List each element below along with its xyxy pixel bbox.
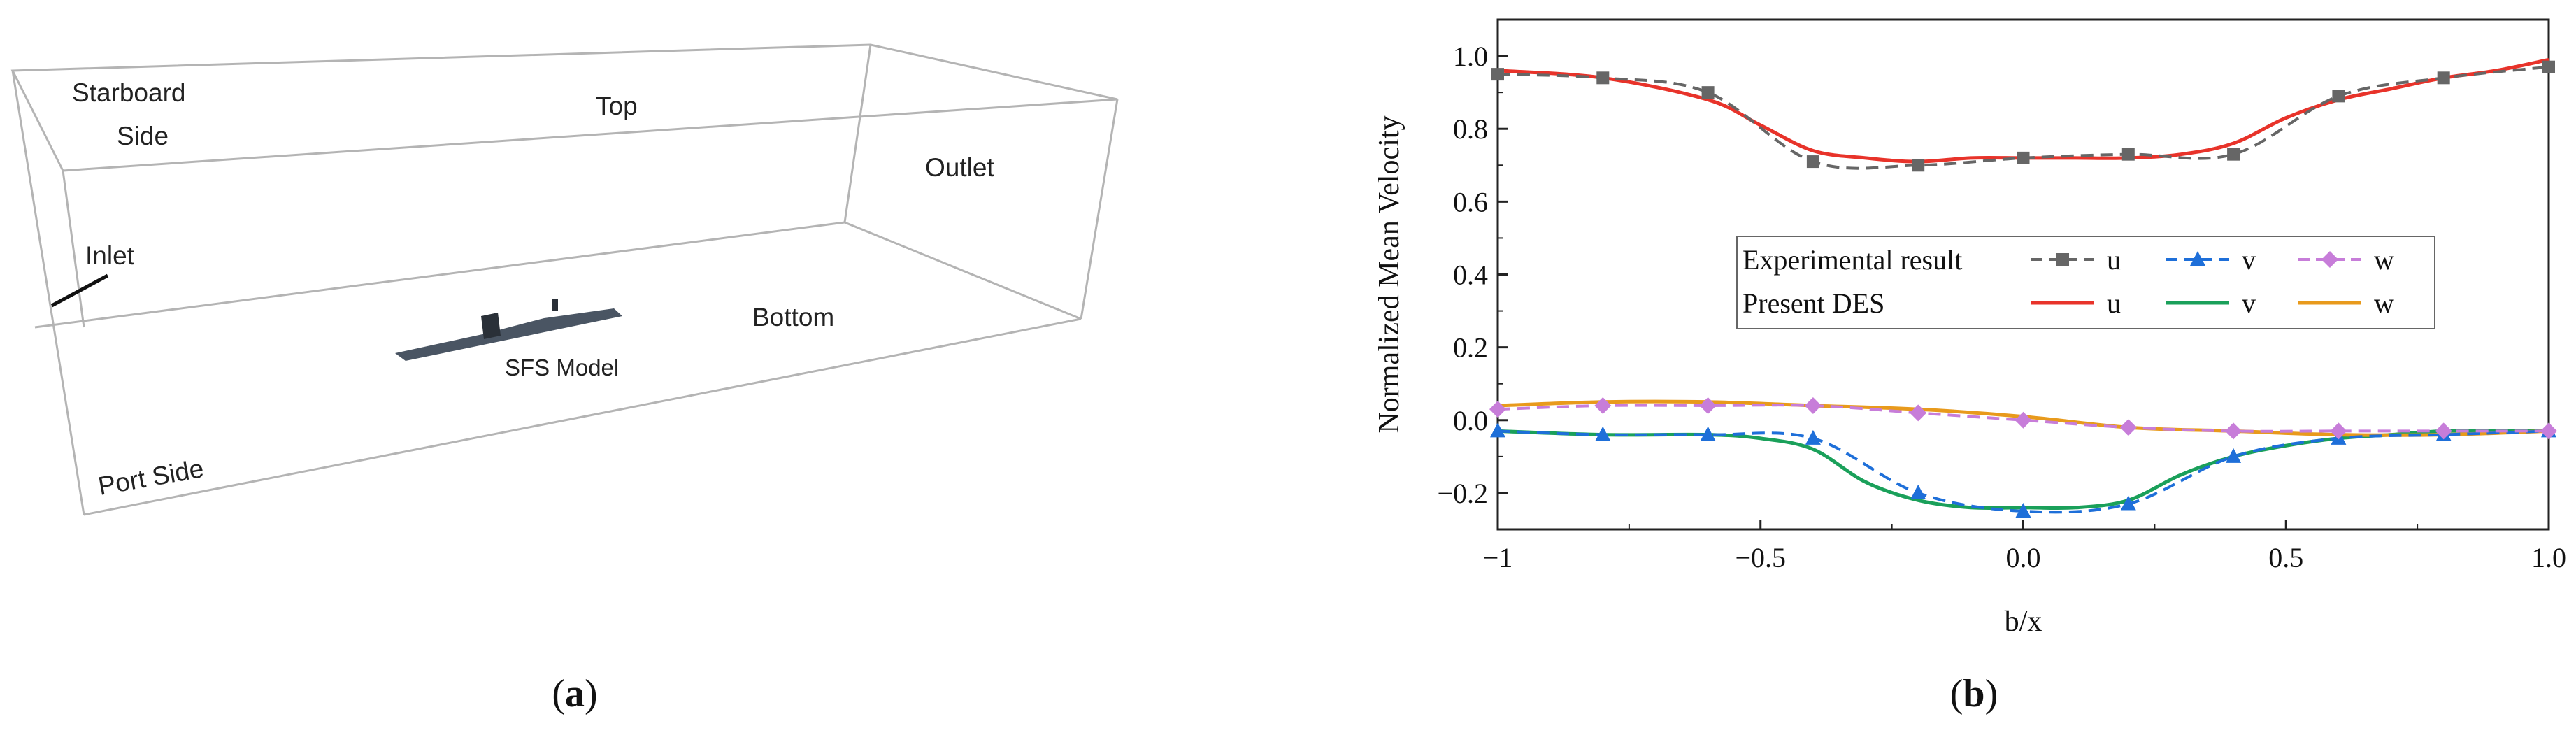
x-tick-label: −1 xyxy=(1483,542,1513,573)
legend-label-des-v: v xyxy=(2242,287,2256,319)
series-point-exp-w xyxy=(1910,404,1927,422)
legend-marker-exp-v xyxy=(2190,251,2205,266)
legend-label-exp-w: w xyxy=(2374,244,2394,276)
series-point-exp-u xyxy=(1491,68,1504,81)
legend-label-des-w: w xyxy=(2374,287,2394,319)
panel-b-caption: (b) xyxy=(1950,672,1998,715)
series-point-exp-w xyxy=(2119,419,2137,436)
sfs-model xyxy=(395,299,622,361)
legend-label-exp-u: u xyxy=(2107,244,2121,276)
series-point-exp-u xyxy=(2121,148,2135,161)
panel-b: −1 −0.5 0.0 0.5 1.0 −0.2 0.0 0.2 0.4 0.6 0.8 1.0 b/x… xyxy=(1373,18,2566,715)
y-tick-label: 0.8 xyxy=(1453,113,1488,145)
legend-marker-exp-u xyxy=(2056,253,2069,266)
series-line-des-v xyxy=(1497,429,2549,511)
series-line-exp-w xyxy=(1497,404,2549,433)
y-tick-label: 0.0 xyxy=(1453,405,1488,436)
series-point-exp-v xyxy=(1910,484,1926,499)
series-point-exp-w xyxy=(1489,401,1506,418)
domain-edge-bottom-right xyxy=(844,221,1082,320)
series-point-exp-v xyxy=(1490,422,1505,438)
domain-edge-back-right xyxy=(843,44,872,223)
legend-entries: u v w u v w xyxy=(2031,244,2394,319)
series-point-exp-u xyxy=(1701,86,1715,99)
starboard-label-line2: Side xyxy=(117,122,169,150)
series-point-exp-u xyxy=(2332,90,2345,103)
y-tick-label: −0.2 xyxy=(1437,478,1488,509)
series-point-exp-w xyxy=(2330,422,2347,440)
velocity-chart: −1 −0.5 0.0 0.5 1.0 −0.2 0.0 0.2 0.4 0.6 0.8 1.0 b/x… xyxy=(1373,18,2566,638)
series-point-exp-w xyxy=(1594,397,1612,414)
chart-legend: Experimental result Present DES u v w u v w xyxy=(1736,236,2435,329)
top-label: Top xyxy=(596,92,638,120)
legend-box xyxy=(1736,236,2435,329)
series-point-exp-v xyxy=(2120,495,2136,511)
legend-present-label: Present DES xyxy=(1743,287,1884,319)
x-tick-label: 0.5 xyxy=(2268,542,2303,573)
series-point-exp-u xyxy=(1596,71,1610,85)
bottom-label: Bottom xyxy=(752,303,834,331)
domain-edge-bottom-back xyxy=(34,221,845,329)
domain-edge-front-left xyxy=(11,70,85,515)
sfs-model-label: SFS Model xyxy=(505,355,619,380)
panel-a-caption: (a) xyxy=(552,672,597,715)
y-tick-label: 0.4 xyxy=(1453,259,1488,291)
series-point-exp-u xyxy=(2437,71,2450,85)
series-point-exp-v xyxy=(1700,426,1716,441)
series-point-exp-v xyxy=(1805,429,1821,445)
inlet-pointer xyxy=(50,273,109,308)
series-point-exp-w xyxy=(2015,411,2032,429)
legend-marker-exp-w xyxy=(2321,251,2338,268)
legend-label-exp-v: v xyxy=(2242,244,2256,276)
series-point-exp-w xyxy=(2540,422,2557,440)
x-tick-label: −0.5 xyxy=(1735,542,1786,573)
domain-box xyxy=(10,43,1119,516)
inlet-label: Inlet xyxy=(85,241,135,270)
series-point-exp-u xyxy=(2542,60,2555,73)
sfs-model-mast xyxy=(552,299,558,311)
y-tick-label: 1.0 xyxy=(1453,41,1488,72)
x-axis-label: b/x xyxy=(2005,606,2042,638)
sfs-model-superstructure xyxy=(481,313,501,339)
outlet-label: Outlet xyxy=(925,153,994,182)
y-axis-label: Normalized Mean Velocity xyxy=(1373,115,1405,433)
series-point-exp-u xyxy=(1806,155,1819,169)
series-point-exp-u xyxy=(2017,151,2030,164)
series-point-exp-v xyxy=(2226,448,2242,463)
x-tick-label: 0.0 xyxy=(2006,542,2041,573)
domain-edge-front-right xyxy=(1080,99,1119,320)
x-tick-label: 1.0 xyxy=(2531,542,2566,573)
legend-label-des-u: u xyxy=(2107,287,2121,319)
series-point-exp-v xyxy=(2015,502,2031,518)
series-point-exp-w xyxy=(1699,397,1717,414)
series-point-exp-w xyxy=(2225,422,2242,440)
domain-top-face xyxy=(10,43,1118,172)
domain-edge-back-left xyxy=(62,170,85,328)
y-tick-label: 0.6 xyxy=(1453,186,1488,217)
starboard-label-line1: Starboard xyxy=(72,78,186,107)
series-point-exp-u xyxy=(2227,148,2240,161)
y-tick-label: 0.2 xyxy=(1453,332,1488,364)
series-line-des-u xyxy=(1497,57,2549,164)
legend-experimental-label: Experimental result xyxy=(1743,244,1962,276)
panel-a: Starboard Side Top Outlet Inlet Bottom S… xyxy=(10,43,1119,715)
sfs-model-hull xyxy=(395,308,622,361)
domain-edge-bottom-front xyxy=(83,317,1082,516)
series-point-exp-w xyxy=(2435,422,2452,440)
series-point-exp-v xyxy=(1595,426,1611,441)
series-point-exp-u xyxy=(1912,159,1925,172)
series-line-exp-v xyxy=(1497,429,2549,514)
series-point-exp-w xyxy=(1804,397,1822,414)
